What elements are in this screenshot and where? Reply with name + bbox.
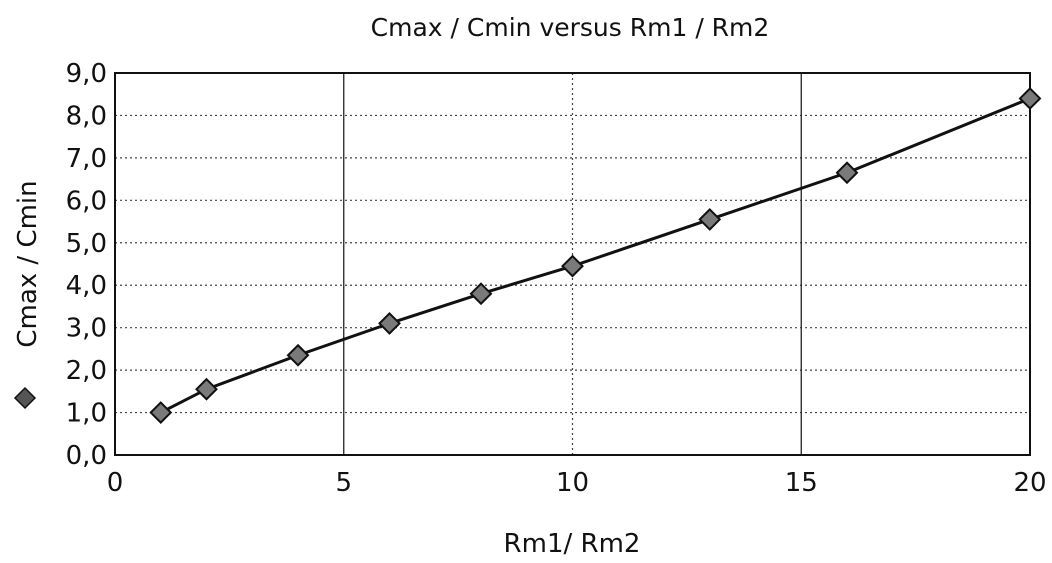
data-point xyxy=(698,208,722,231)
y-tick-label: 5,0 xyxy=(66,229,107,259)
x-tick-label: 20 xyxy=(1013,468,1046,498)
y-tick-label: 0,0 xyxy=(66,441,107,471)
data-point xyxy=(378,312,401,335)
x-tick-label: 5 xyxy=(335,468,352,498)
data-point xyxy=(561,254,584,278)
y-tick-label: 8,0 xyxy=(66,101,107,131)
y-tick-label: 2,0 xyxy=(66,356,107,386)
y-axis-label: Cmax / Cmin xyxy=(13,180,43,347)
x-axis-label: Rm1/ Rm2 xyxy=(504,529,641,559)
y-tick-label: 1,0 xyxy=(66,399,107,429)
x-axis-ticks: 0 5 10 15 20 xyxy=(107,468,1047,498)
data-point xyxy=(469,282,493,306)
y-tick-label: 6,0 xyxy=(66,186,107,216)
data-series xyxy=(149,87,1042,424)
y-tick-label: 4,0 xyxy=(66,271,107,301)
x-tick-label: 0 xyxy=(107,468,124,498)
plot-frame xyxy=(114,72,1031,456)
y-tick-label: 3,0 xyxy=(66,314,107,344)
data-point xyxy=(195,377,218,401)
x-tick-label: 10 xyxy=(556,468,589,498)
data-point xyxy=(835,161,859,185)
y-tick-label: 9,0 xyxy=(66,59,107,89)
y-tick-label: 7,0 xyxy=(66,144,107,174)
legend-marker-icon xyxy=(13,386,37,410)
chart-title: Cmax / Cmin versus Rm1 / Rm2 xyxy=(371,13,770,42)
x-tick-label: 15 xyxy=(785,468,818,498)
series-line xyxy=(160,97,1031,414)
y-axis-label-group: Cmax / Cmin xyxy=(13,180,43,347)
data-point xyxy=(149,401,173,424)
data-point xyxy=(286,343,310,367)
y-axis-ticks: 0,0 1,0 2,0 3,0 4,0 5,0 6,0 7,0 8,0 9,0 xyxy=(66,59,107,471)
data-point xyxy=(1018,87,1042,110)
